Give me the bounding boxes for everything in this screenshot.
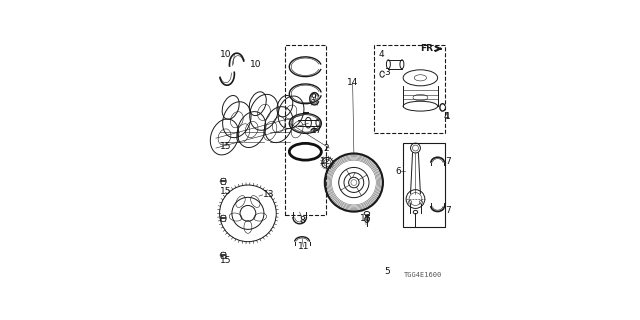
Text: 13: 13 bbox=[262, 190, 274, 199]
Text: 4: 4 bbox=[443, 111, 449, 121]
Text: 4: 4 bbox=[378, 50, 384, 59]
Text: 2: 2 bbox=[324, 144, 329, 153]
Text: 14: 14 bbox=[347, 78, 358, 87]
Text: 15: 15 bbox=[220, 187, 232, 196]
Text: 9: 9 bbox=[310, 93, 316, 102]
Text: 12: 12 bbox=[320, 157, 332, 166]
Text: 16: 16 bbox=[360, 214, 372, 223]
Text: 6: 6 bbox=[395, 167, 401, 176]
Bar bbox=[285, 44, 326, 215]
Text: 5: 5 bbox=[384, 267, 390, 276]
Text: 3: 3 bbox=[384, 68, 390, 77]
Text: 8: 8 bbox=[300, 216, 305, 225]
Text: 10: 10 bbox=[220, 50, 232, 59]
Text: 15: 15 bbox=[220, 256, 232, 265]
Text: 7: 7 bbox=[445, 206, 451, 215]
Bar bbox=[403, 143, 445, 227]
Text: 15: 15 bbox=[220, 142, 232, 151]
Text: FR.: FR. bbox=[420, 44, 436, 53]
Text: 11: 11 bbox=[298, 242, 309, 251]
Bar bbox=[374, 44, 445, 133]
Text: 17: 17 bbox=[311, 126, 323, 135]
Text: 7: 7 bbox=[445, 157, 451, 166]
Text: 1: 1 bbox=[445, 111, 451, 121]
Text: 10: 10 bbox=[250, 60, 262, 69]
Text: TGG4E1600: TGG4E1600 bbox=[404, 272, 443, 278]
